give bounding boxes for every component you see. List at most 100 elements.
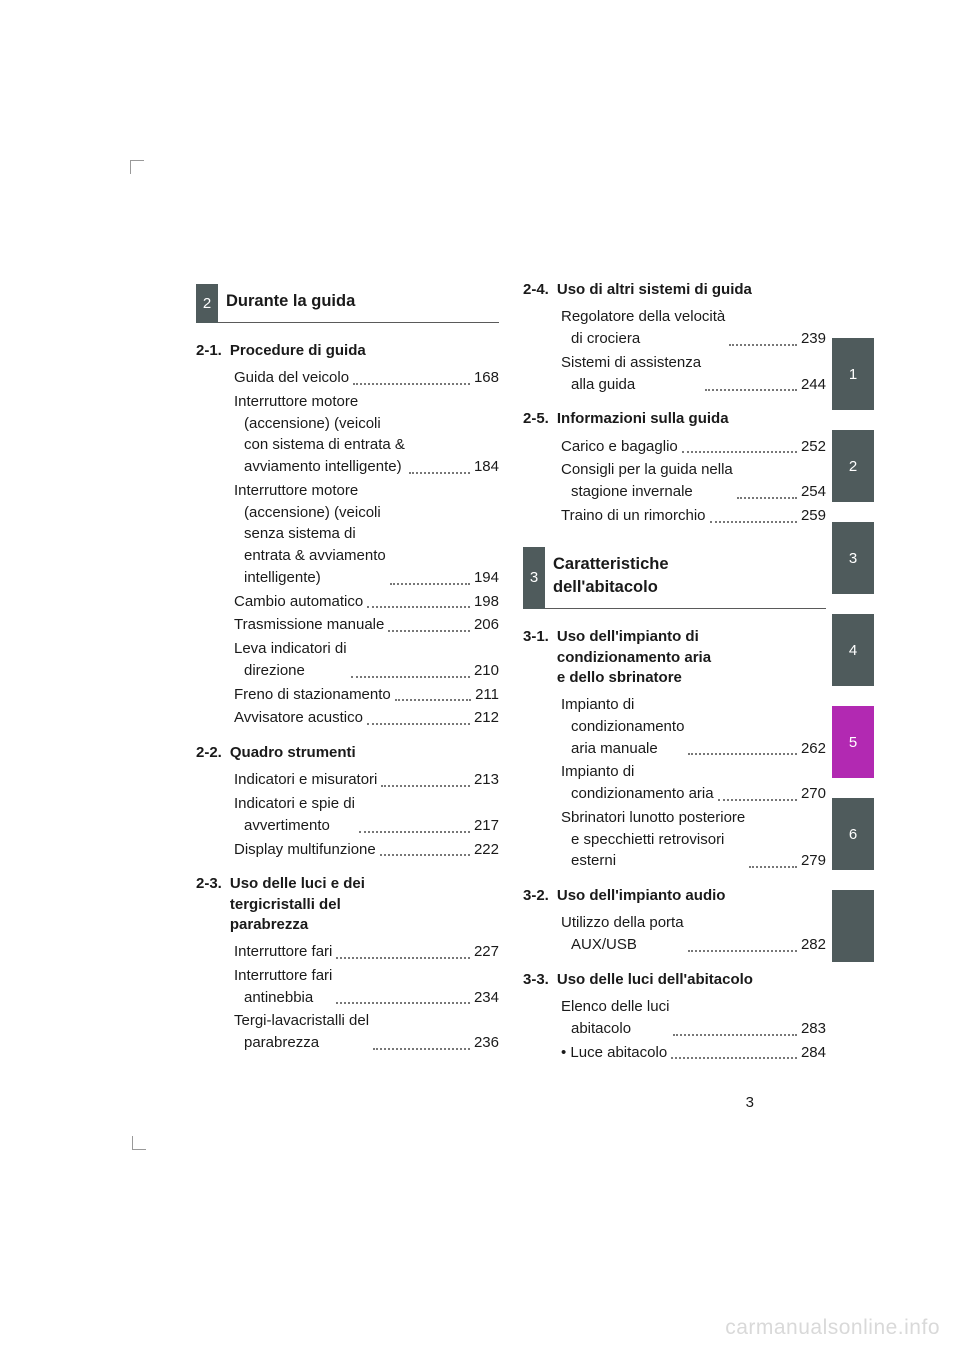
toc-entry-label: Elenco delle luciabitacolo (561, 996, 669, 1040)
toc-entry-label: Interruttore fari (234, 941, 332, 963)
toc-entry-label: Impianto dicondizionamentoaria manuale (561, 694, 684, 759)
side-tabs: 1 2 3 4 5 6 (832, 338, 874, 982)
toc-dots (409, 472, 470, 474)
side-tab[interactable]: 6 (832, 798, 874, 870)
toc-entry: Freno di stazionamento211 (196, 684, 499, 706)
toc-entry: Trasmissione manuale 206 (196, 614, 499, 636)
toc-section: 3-3.Uso delle luci dell'abitacolo Elenco … (523, 970, 826, 1064)
toc-entry-label: Interruttore motore(accensione) (veicoli… (234, 391, 405, 478)
toc-entry-label: Guida del veicolo (234, 367, 349, 389)
side-tab[interactable] (832, 890, 874, 962)
toc-section-title: 3-3.Uso delle luci dell'abitacolo (523, 970, 826, 990)
toc-section-title: 3-2.Uso dell'impianto audio (523, 886, 826, 906)
chapter-title: Durante la guida (218, 284, 499, 323)
toc-dots (380, 854, 470, 856)
toc-dots (673, 1034, 797, 1036)
toc-entry-label: Traino di un rimorchio (561, 505, 706, 527)
toc-entry-page: 234 (474, 987, 499, 1009)
toc-dots (351, 676, 470, 678)
toc-entry-label: Freno di stazionamento (234, 684, 391, 706)
toc-entry-page: 244 (801, 374, 826, 396)
toc-section-title: 2-4.Uso di altri sistemi di guida (523, 280, 826, 300)
toc-entry-page: 283 (801, 1018, 826, 1040)
toc-dots (671, 1057, 797, 1059)
toc-dots (729, 344, 797, 346)
crop-mark (130, 160, 144, 174)
toc-entry-page: 198 (474, 591, 499, 613)
toc-dots (367, 606, 470, 608)
toc-entry-label: Trasmissione manuale (234, 614, 384, 636)
toc-entry-page: 212 (474, 707, 499, 729)
toc-entry: Interruttore motore(accensione) (veicoli… (196, 391, 499, 478)
toc-entry-label: Luce abitacolo (561, 1042, 667, 1064)
page-number: 3 (746, 1094, 754, 1111)
toc-section: 3-2.Uso dell'impianto audio Utilizzo dell… (523, 886, 826, 956)
toc-dots (688, 753, 797, 755)
toc-dots (682, 451, 797, 453)
toc-dots (359, 831, 470, 833)
toc-entry-label: Tergi-lavacristalli delparabrezza (234, 1010, 369, 1054)
toc-entry: Elenco delle luciabitacolo 283 (523, 996, 826, 1040)
toc-entry: Sbrinatori lunotto posterioree specchiet… (523, 807, 826, 872)
toc-entry-page: 239 (801, 328, 826, 350)
toc-dots (336, 1002, 470, 1004)
side-tab[interactable]: 5 (832, 706, 874, 778)
toc-entry-page: 270 (801, 783, 826, 805)
toc-entry-label: Utilizzo della portaAUX/USB (561, 912, 684, 956)
toc-entry-label: Avvisatore acustico (234, 707, 363, 729)
toc-entry-page: 194 (474, 567, 499, 589)
toc-entry-label: Leva indicatori didirezione (234, 638, 347, 682)
toc-section-title: 2-2.Quadro strumenti (196, 743, 499, 763)
toc-entry: Indicatori e spie diavvertimento 217 (196, 793, 499, 837)
toc-entry-label: Consigli per la guida nellastagione inve… (561, 459, 733, 503)
toc-entry-page: 206 (474, 614, 499, 636)
toc-entry-label: Impianto dicondizionamento aria (561, 761, 714, 805)
toc-entry-page: 227 (474, 941, 499, 963)
toc-entry-label: Regolatore della velocitàdi crociera (561, 306, 725, 350)
toc-entry: Interruttore fari 227 (196, 941, 499, 963)
toc-dots (718, 799, 797, 801)
toc-entry-page: 279 (801, 850, 826, 872)
toc-entry: Cambio automatico198 (196, 591, 499, 613)
toc-dots (336, 957, 470, 959)
toc-entry-label: Indicatori e spie diavvertimento (234, 793, 355, 837)
side-tab[interactable]: 2 (832, 430, 874, 502)
toc-entry-page: 262 (801, 738, 826, 760)
toc-entry-label: Carico e bagaglio (561, 436, 678, 458)
toc-entry: Sistemi di assistenzaalla guida 244 (523, 352, 826, 396)
toc-entry: Utilizzo della portaAUX/USB282 (523, 912, 826, 956)
toc-dots (395, 699, 471, 701)
toc-section-title: 2-1.Procedure di guida (196, 341, 499, 361)
toc-entry: Traino di un rimorchio259 (523, 505, 826, 527)
toc-entry: Consigli per la guida nellastagione inve… (523, 459, 826, 503)
toc-entry: Tergi-lavacristalli delparabrezza 236 (196, 1010, 499, 1054)
toc-entry: Guida del veicolo168 (196, 367, 499, 389)
toc-entry: Indicatori e misuratori213 (196, 769, 499, 791)
toc-section-title: 2-3.Uso delle luci e deitergicristalli d… (196, 874, 499, 935)
toc-dots (390, 583, 470, 585)
watermark: carmanualsonline.info (725, 1316, 940, 1340)
toc-entry-label: Sistemi di assistenzaalla guida (561, 352, 701, 396)
toc-entry: Impianto dicondizionamentoaria manuale 26… (523, 694, 826, 759)
chapter-heading: 2 Durante la guida (196, 284, 499, 323)
left-column: 2 Durante la guida 2-1.Procedure di guid… (196, 280, 499, 1071)
side-tab[interactable]: 3 (832, 522, 874, 594)
toc-entry-page: 222 (474, 839, 499, 861)
chapter-number: 2 (196, 284, 218, 323)
toc-dots (367, 723, 470, 725)
side-tab[interactable]: 4 (832, 614, 874, 686)
toc-dots (373, 1048, 470, 1050)
chapter-title: Caratteristichedell'abitacolo (545, 547, 826, 610)
toc-section: 3-1.Uso dell'impianto dicondizionamento … (523, 627, 826, 872)
toc-entry-page: 217 (474, 815, 499, 837)
toc-section: 2-5.Informazioni sulla guidaCarico e bag… (523, 409, 826, 526)
toc-section: 2-1.Procedure di guidaGuida del veicolo1… (196, 341, 499, 729)
toc-entry: Carico e bagaglio252 (523, 436, 826, 458)
chapter-heading: 3 Caratteristichedell'abitacolo (523, 547, 826, 610)
toc-entry: Luce abitacolo284 (523, 1042, 826, 1064)
toc-entry-page: 210 (474, 660, 499, 682)
toc-entry-page: 236 (474, 1032, 499, 1054)
toc-entry: Interruttore fariantinebbia234 (196, 965, 499, 1009)
toc-dots (749, 866, 797, 868)
side-tab[interactable]: 1 (832, 338, 874, 410)
